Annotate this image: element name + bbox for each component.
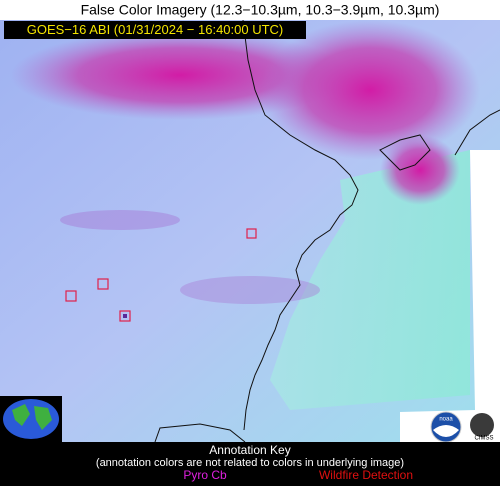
- cloud: [260, 20, 480, 160]
- key-item: Wildfire Detection: [319, 468, 413, 482]
- title: False Color Imagery (12.3−10.3µm, 10.3−3…: [81, 2, 440, 18]
- subtitle: GOES−16 ABI (01/31/2024 − 16:40:00 UTC): [27, 22, 284, 37]
- subtitle-box: [4, 21, 306, 39]
- key-note: (annotation colors are not related to co…: [96, 457, 404, 469]
- hotspot: [123, 314, 127, 318]
- no-data: [400, 150, 500, 442]
- detection-box: [65, 228, 257, 322]
- coastline: [154, 19, 500, 443]
- key-title: Annotation Key: [209, 443, 290, 457]
- logo-text: noaa: [439, 417, 453, 423]
- sea-region: [270, 150, 470, 410]
- cimss-logo: [470, 413, 494, 437]
- cloud: [180, 276, 320, 304]
- title-band: [0, 0, 500, 20]
- land: [12, 404, 52, 430]
- logo-text: CIMSS: [474, 436, 493, 442]
- noaa-logo: [433, 425, 459, 437]
- key-band: [0, 442, 500, 486]
- key-item: Pyro Cb: [183, 468, 227, 482]
- cloud: [60, 210, 180, 230]
- cloud: [380, 135, 460, 205]
